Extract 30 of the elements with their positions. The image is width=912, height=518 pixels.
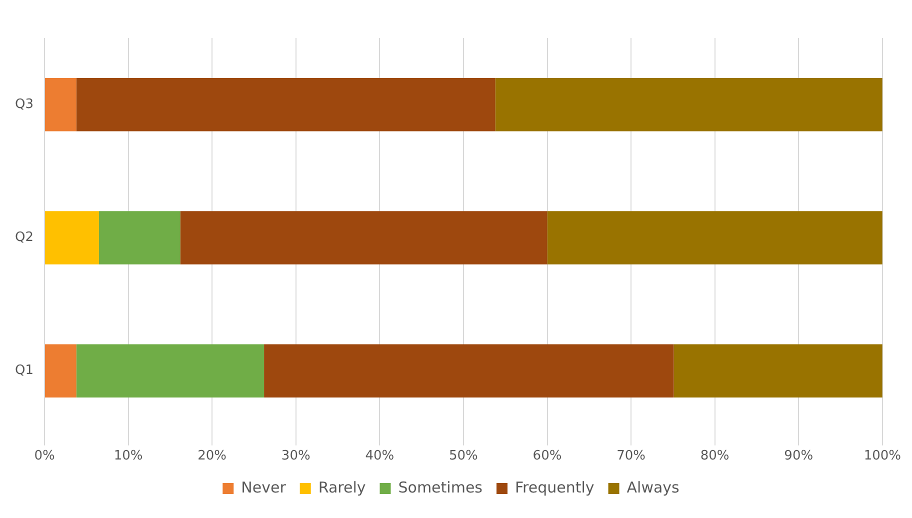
legend-label: Sometimes: [398, 478, 483, 496]
x-tick-label: 100%: [864, 448, 902, 464]
x-tick-label: 90%: [784, 448, 814, 464]
bar: [98, 211, 180, 264]
y-tick-label: Q3: [14, 96, 34, 112]
x-tick-label: 70%: [616, 448, 646, 464]
x-tick-label: 80%: [700, 448, 730, 464]
legend-label: Frequently: [514, 478, 594, 496]
x-tick-label: 40%: [365, 448, 394, 464]
legend-label: Always: [626, 478, 680, 496]
x-tick-label: 10%: [114, 448, 143, 464]
y-tick-label: Q2: [14, 230, 34, 246]
x-tick-label: 0%: [34, 448, 55, 464]
bar: [76, 78, 496, 132]
x-tick-label: 20%: [198, 448, 227, 464]
bar: [547, 211, 882, 264]
legend-label: Rarely: [318, 478, 366, 496]
bar: [674, 344, 882, 398]
x-tick-label: 50%: [449, 448, 478, 464]
legend-label: Never: [241, 478, 287, 496]
y-tick-label: Q1: [14, 363, 34, 378]
bar: [180, 211, 548, 264]
bar: [264, 344, 674, 398]
bar: [45, 78, 76, 132]
bar: [495, 78, 882, 132]
bar: [45, 344, 76, 398]
bar: [76, 344, 264, 398]
x-tick-label: 60%: [532, 448, 562, 464]
bar: [45, 211, 99, 264]
x-tick-label: 30%: [281, 448, 310, 464]
